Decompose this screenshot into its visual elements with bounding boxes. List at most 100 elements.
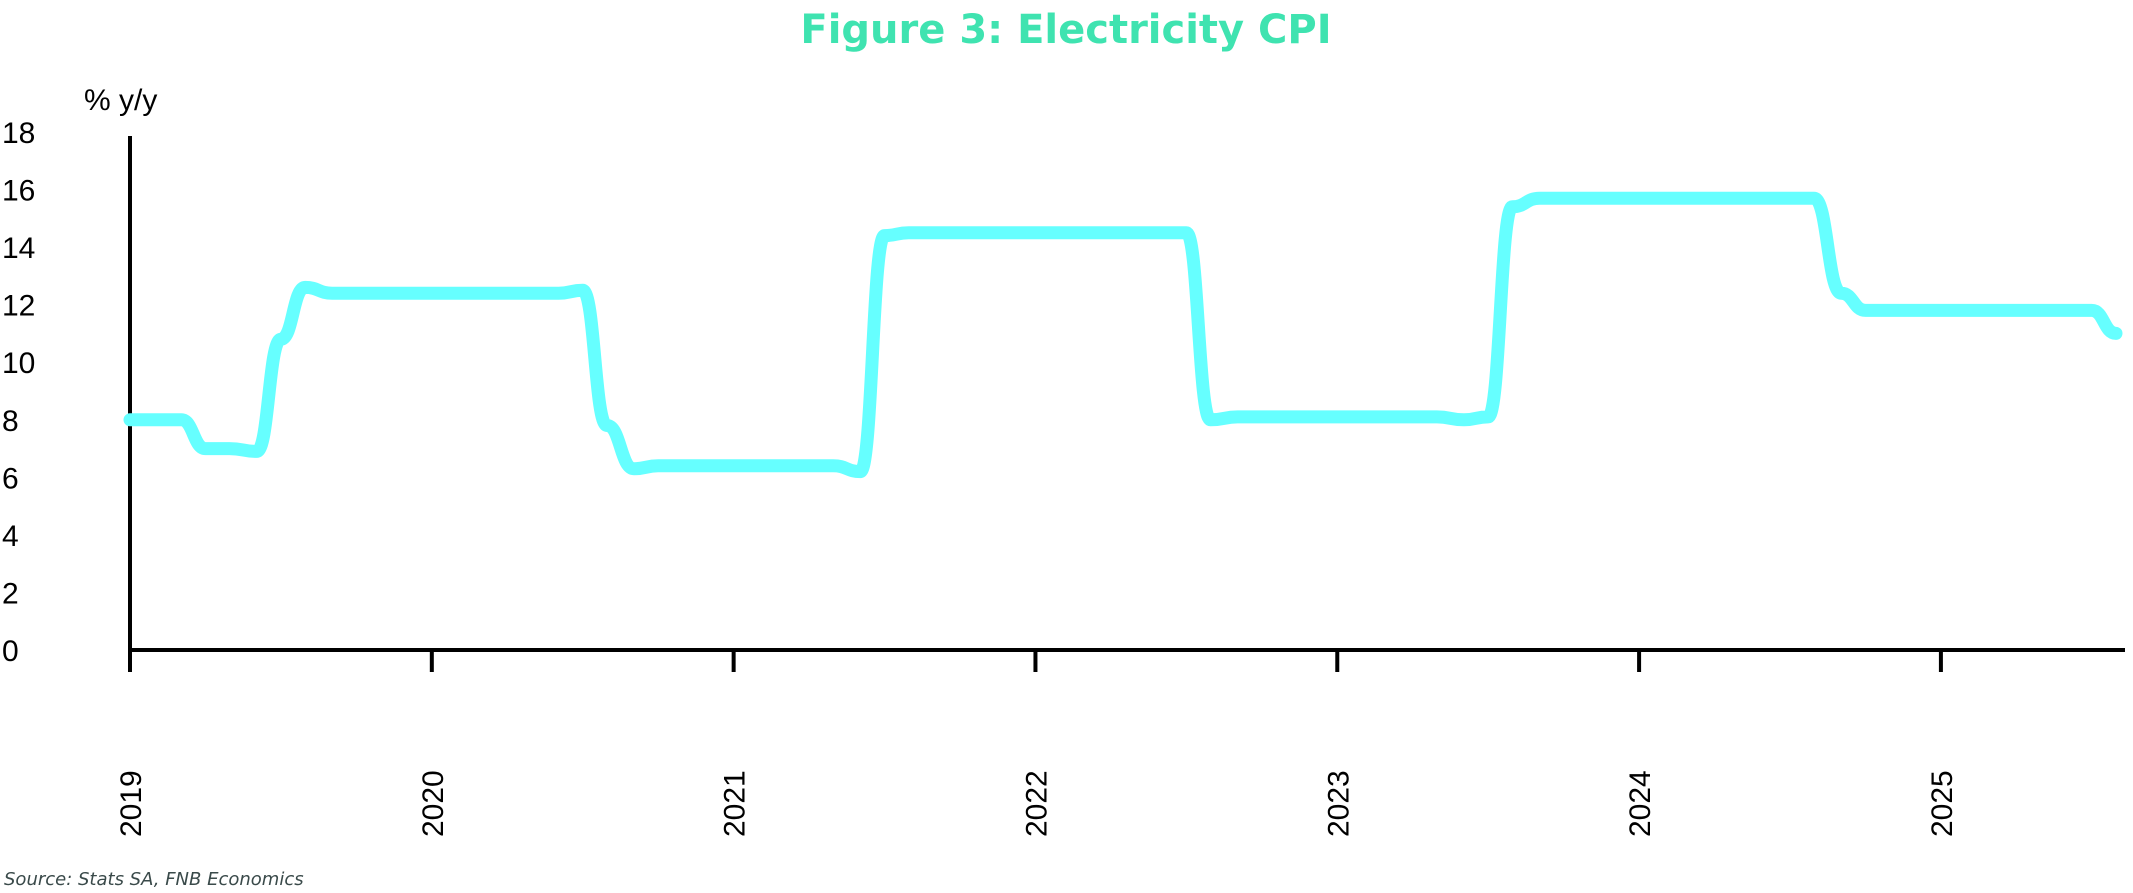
data-point <box>180 418 183 421</box>
data-point <box>1538 197 1541 200</box>
data-point <box>255 450 258 453</box>
data-point <box>153 418 156 421</box>
data-point <box>1713 197 1716 200</box>
x-tick-label: 2025 <box>1926 770 1959 837</box>
data-point <box>455 292 458 295</box>
data-point <box>1511 205 1514 208</box>
data-point <box>808 464 811 467</box>
data-point <box>1161 231 1164 234</box>
data-point <box>832 464 835 467</box>
y-tick-label: 6 <box>2 462 19 495</box>
data-point <box>1764 197 1767 200</box>
data-point <box>228 447 231 450</box>
data-point <box>506 292 509 295</box>
y-tick-label: 0 <box>2 635 19 668</box>
data-point <box>1209 418 1212 421</box>
data-point <box>1109 231 1112 234</box>
data-point <box>482 292 485 295</box>
data-point <box>355 292 358 295</box>
data-point <box>681 464 684 467</box>
y-tick-label: 2 <box>2 577 19 610</box>
data-point <box>1058 231 1061 234</box>
data-point <box>379 292 382 295</box>
data-point <box>983 231 986 234</box>
data-point <box>1964 309 1967 312</box>
data-point <box>1737 197 1740 200</box>
data-point <box>204 447 207 450</box>
data-point <box>1411 415 1414 418</box>
data-point <box>1463 418 1466 421</box>
x-axis: 2019 2020 2021 2022 2023 2024 2025 <box>115 648 2125 837</box>
data-point <box>1991 309 1994 312</box>
data-point <box>1789 197 1792 200</box>
data-point <box>2066 309 2069 312</box>
data-point <box>1662 197 1665 200</box>
data-point <box>1888 309 1891 312</box>
data-point <box>1260 415 1263 418</box>
data-point <box>530 292 533 295</box>
x-tick-label: 2021 <box>719 770 752 837</box>
data-point <box>1586 197 1589 200</box>
data-point <box>657 464 660 467</box>
data-point <box>2015 309 2018 312</box>
data-point <box>934 231 937 234</box>
y-tick-label: 16 <box>2 175 35 208</box>
y-tick-label: 14 <box>2 232 35 265</box>
data-point <box>1134 231 1137 234</box>
data-point <box>783 464 786 467</box>
data-point <box>633 467 636 470</box>
y-tick-label: 8 <box>2 405 19 438</box>
y-tick-label: 18 <box>2 117 35 150</box>
data-point <box>1185 231 1188 234</box>
y-axis: 0 2 4 6 8 10 12 14 16 18 <box>2 117 132 668</box>
data-point <box>1487 415 1490 418</box>
data-point <box>1638 197 1641 200</box>
data-point <box>1312 415 1315 418</box>
data-point <box>1010 231 1013 234</box>
data-point <box>430 292 433 295</box>
x-tick-label: 2024 <box>1624 770 1657 837</box>
data-point <box>581 289 584 292</box>
data-point <box>605 424 608 427</box>
x-tick-label: 2019 <box>115 770 148 837</box>
data-point <box>1360 415 1363 418</box>
data-point <box>708 464 711 467</box>
y-tick-label: 4 <box>2 520 19 553</box>
data-point <box>406 292 409 295</box>
data-point <box>1864 309 1867 312</box>
data-point <box>2115 332 2118 335</box>
data-point <box>1840 292 1843 295</box>
data-point <box>1285 415 1288 418</box>
y-axis-label: % y/y <box>84 84 157 117</box>
data-point <box>732 464 735 467</box>
data-point <box>1435 415 1438 418</box>
x-tick-label: 2022 <box>1020 770 1053 837</box>
y-tick-label: 10 <box>2 347 35 380</box>
x-tick-label: 2020 <box>417 770 450 837</box>
data-point <box>1236 415 1239 418</box>
data-point <box>1613 197 1616 200</box>
data-point <box>756 464 759 467</box>
series-line <box>123 191 2123 479</box>
data-point <box>907 231 910 234</box>
data-point <box>1085 231 1088 234</box>
data-point <box>883 234 886 237</box>
data-point <box>1336 415 1339 418</box>
data-point <box>859 470 862 473</box>
data-point <box>2039 309 2042 312</box>
data-point <box>1689 197 1692 200</box>
data-point <box>1562 197 1565 200</box>
data-point <box>129 418 132 421</box>
series-group <box>123 191 2123 479</box>
data-point <box>1387 415 1390 418</box>
x-tick-label: 2023 <box>1322 770 1355 837</box>
data-point <box>1915 309 1918 312</box>
data-point <box>331 292 334 295</box>
data-point <box>304 286 307 289</box>
source-note: Source: Stats SA, FNB Economics <box>4 869 304 890</box>
data-point <box>1034 231 1037 234</box>
data-point <box>2090 309 2093 312</box>
chart-title: Figure 3: Electricity CPI <box>800 7 1331 53</box>
